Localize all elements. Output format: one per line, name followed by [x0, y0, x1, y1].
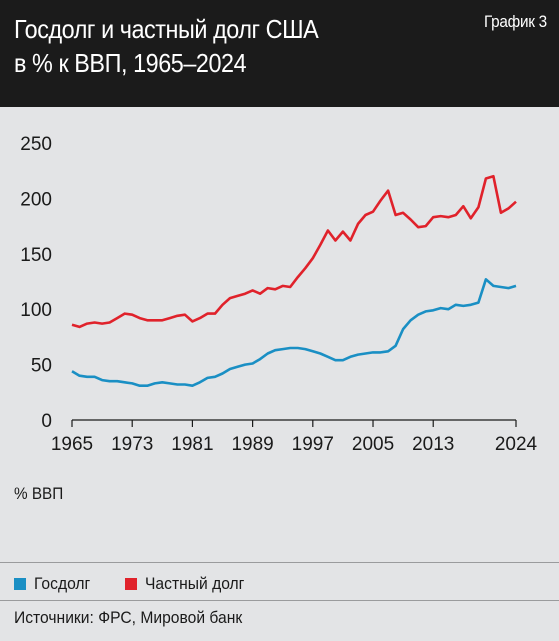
legend-swatch-private	[125, 578, 138, 590]
x-tick-label: 1997	[292, 434, 334, 455]
y-tick-label: 100	[20, 300, 52, 321]
series-line-private	[71, 174, 517, 329]
legend-divider	[0, 562, 559, 563]
x-tick-label: 1989	[231, 434, 273, 455]
source-note: Источники: ФРС, Мировой банк	[14, 608, 243, 627]
chart-title-line1: Госдолг и частный долг США	[14, 14, 319, 44]
legend-item-gov: Госдолг	[14, 574, 95, 594]
x-tick-label: 2005	[352, 434, 394, 455]
y-axis: 0 50 100 150 200 250	[20, 134, 516, 432]
chart-title: Госдолг и частный долг США в % к ВВП, 19…	[14, 12, 374, 80]
x-tick-label: 1973	[111, 434, 153, 455]
x-tick-label: 2024	[495, 434, 538, 455]
source-divider	[0, 600, 559, 601]
legend-label-private: Частный долг	[145, 574, 245, 593]
y-axis-label: % ВВП	[14, 484, 64, 503]
chart-header: Госдолг и частный долг США в % к ВВП, 19…	[0, 0, 559, 107]
legend: Госдолг Частный долг	[14, 572, 283, 596]
y-tick-label: 250	[20, 134, 52, 155]
x-axis: 1965 1973 1981 1989 1997 2005 2013 2024	[51, 420, 538, 455]
series-line-gov	[71, 278, 517, 388]
legend-swatch-gov	[14, 578, 26, 590]
x-tick-label: 1981	[171, 434, 213, 455]
line-chart: 0 50 100 150 200 250 1965 1973 1981 1989 1997 2005…	[20, 134, 538, 455]
y-tick-label: 200	[20, 189, 52, 210]
y-tick-label: 150	[20, 245, 52, 266]
legend-label-gov: Госдолг	[34, 574, 91, 593]
chart-number-badge: График 3	[484, 12, 547, 31]
legend-item-private: Частный долг	[125, 574, 253, 594]
chart-title-line2: в % к ВВП, 1965–2024	[14, 48, 247, 78]
x-tick-label: 2013	[412, 434, 454, 455]
series-group	[71, 174, 517, 388]
y-tick-label: 0	[41, 411, 52, 432]
y-tick-label: 50	[31, 356, 52, 377]
x-tick-label: 1965	[51, 434, 93, 455]
